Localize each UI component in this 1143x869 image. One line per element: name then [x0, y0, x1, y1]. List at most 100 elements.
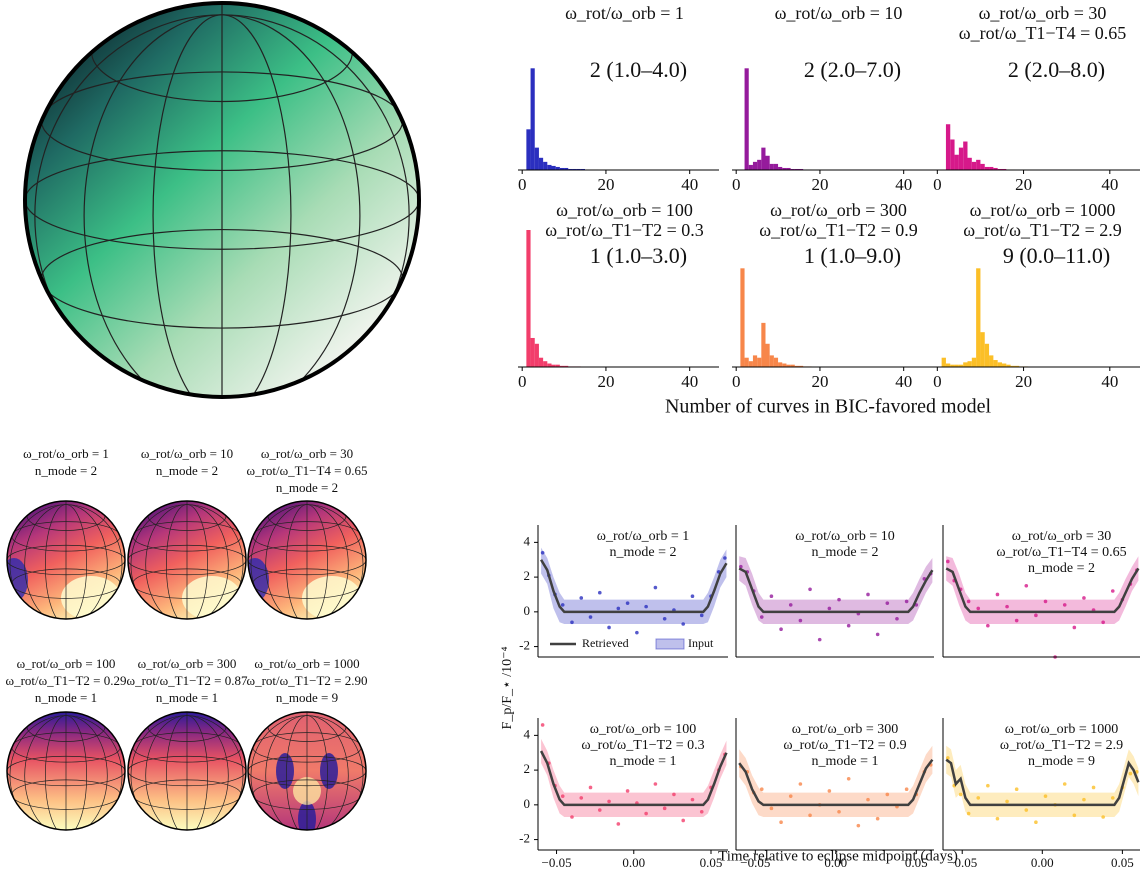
x-tick-label: 20: [1015, 372, 1032, 391]
data-point: [895, 617, 899, 621]
data-point: [1044, 794, 1048, 798]
histogram-bar: [976, 268, 980, 367]
histogram-bar: [946, 124, 950, 170]
histogram-bar: [963, 142, 967, 170]
data-point: [626, 789, 630, 793]
data-point: [866, 798, 870, 802]
legend-swatch: [656, 639, 684, 649]
data-point: [1005, 800, 1009, 804]
spot: [0, 558, 28, 602]
data-point: [779, 820, 783, 824]
histogram-bar: [1002, 364, 1006, 367]
data-point: [760, 615, 764, 619]
chart-title: ω_rot/ω_orb = 30: [1012, 529, 1111, 544]
data-point: [760, 787, 764, 791]
y-tick-label: -2: [519, 831, 530, 846]
x-tick-label: −0.05: [541, 855, 571, 869]
histogram-bar: [972, 358, 976, 367]
data-point: [876, 817, 880, 821]
data-point: [789, 794, 793, 798]
data-point: [857, 824, 861, 828]
chart-title: n_mode = 9: [1028, 754, 1095, 769]
chart-title: ω_rot/ω_T1−T2 = 0.9: [759, 220, 917, 240]
histogram-bar: [749, 361, 753, 367]
histogram-bar: [968, 361, 972, 367]
data-point: [808, 587, 812, 591]
data-point: [828, 607, 832, 611]
data-point: [1101, 620, 1105, 624]
data-point: [1101, 815, 1105, 819]
data-point: [779, 627, 783, 631]
histogram-bar: [993, 360, 997, 367]
histogram-bar: [766, 344, 770, 367]
chart-title: ω_rot/ω_orb = 1000: [970, 200, 1116, 220]
chart-title: n_mode = 2: [812, 545, 879, 560]
histogram-bar: [955, 155, 959, 170]
data-point: [644, 812, 648, 816]
data-point: [1129, 772, 1133, 776]
data-point: [541, 551, 545, 555]
histogram-bar: [774, 164, 778, 170]
histogram-bar: [745, 68, 749, 170]
map-title: ω_rot/ω_T1−T4 = 0.65: [247, 463, 368, 478]
histogram-bar: [770, 164, 774, 170]
y-axis-title: F_p/F_⋆ /10⁻⁴: [500, 646, 515, 729]
histogram-bar: [950, 139, 954, 170]
histogram-bar: [963, 362, 967, 367]
x-tick-label: 20: [1015, 175, 1032, 194]
histogram-bar: [543, 361, 547, 367]
data-point: [1111, 796, 1115, 800]
histogram-bar: [968, 158, 972, 170]
data-point: [654, 782, 658, 786]
data-point: [663, 617, 667, 621]
map-title: ω_rot/ω_orb = 30: [261, 446, 353, 461]
data-point: [1005, 605, 1009, 609]
data-point: [723, 556, 727, 560]
map-title: ω_rot/ω_T1−T2 = 2.90: [247, 673, 368, 688]
map-title: ω_rot/ω_orb = 300: [138, 656, 237, 671]
chart-title: ω_rot/ω_T1−T2 = 0.3: [545, 220, 703, 240]
chart-title: ω_rot/ω_orb = 300: [792, 722, 898, 737]
data-point: [579, 596, 583, 600]
histogram-bar: [757, 160, 761, 170]
histogram-bar: [757, 358, 761, 367]
data-point: [789, 603, 793, 607]
data-point: [700, 614, 704, 618]
map-title: ω_rot/ω_orb = 100: [17, 656, 116, 671]
data-point: [799, 782, 803, 786]
chart-title: ω_rot/ω_orb = 1000: [1005, 722, 1118, 737]
histogram-bar: [770, 355, 774, 367]
globe: [0, 501, 125, 625]
spot: [320, 753, 338, 789]
chart-title: ω_rot/ω_orb = 10: [775, 3, 903, 23]
map-title: n_mode = 9: [276, 690, 338, 705]
chart-title: ω_rot/ω_orb = 1: [597, 529, 689, 544]
data-point: [986, 624, 990, 628]
data-point: [1082, 798, 1086, 802]
data-point: [617, 822, 621, 826]
data-point: [700, 810, 704, 814]
histogram-bar: [942, 358, 946, 367]
data-point: [663, 807, 667, 811]
map-title: ω_rot/ω_T1−T2 = 0.29: [6, 673, 127, 688]
chart-title: n_mode = 1: [610, 754, 677, 769]
legend-label: Retrieved: [582, 636, 629, 650]
data-point: [635, 631, 639, 635]
histogram-bar: [547, 364, 551, 367]
data-point: [561, 794, 565, 798]
data-point: [1044, 600, 1048, 604]
data-point: [561, 603, 565, 607]
data-point: [905, 600, 909, 604]
histogram-bar: [740, 268, 744, 367]
data-point: [847, 777, 851, 781]
input-band: [739, 556, 932, 624]
data-point: [589, 615, 593, 619]
map-title: ω_rot/ω_orb = 10: [141, 446, 233, 461]
x-tick-label: 40: [1101, 372, 1118, 391]
histogram-bar: [976, 160, 980, 170]
histogram-bar: [778, 362, 782, 367]
data-point: [1092, 786, 1096, 790]
chart-title: ω_rot/ω_T1−T2 = 0.3: [581, 738, 704, 753]
annotation: 2 (2.0–8.0): [1008, 57, 1105, 82]
data-point: [570, 620, 574, 624]
